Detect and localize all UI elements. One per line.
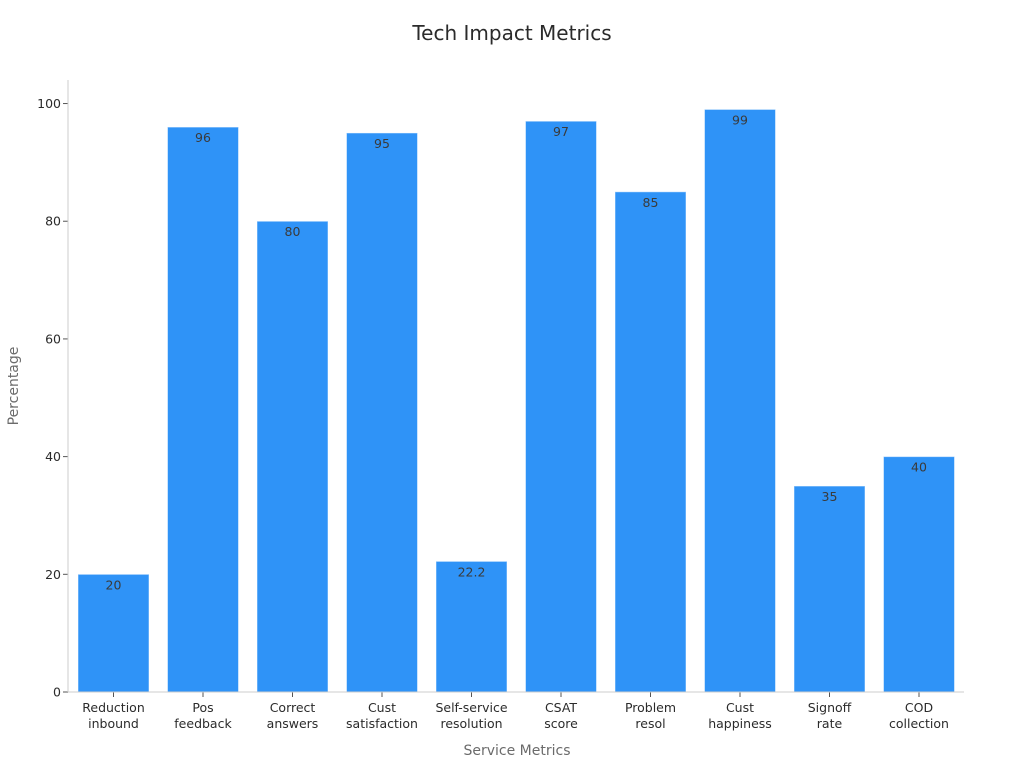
x-tick-label: Reduction	[82, 700, 145, 715]
x-tick-label: inbound	[88, 716, 139, 731]
x-tick-label: happiness	[708, 716, 772, 731]
y-tick-label: 100	[37, 96, 61, 111]
x-tick-label: Signoff	[808, 700, 852, 715]
x-tick-label: Cust	[726, 700, 754, 715]
x-tick-label: answers	[267, 716, 319, 731]
bars-group: 20 96 80 95 22.2 97 85 99 35 40	[77, 108, 955, 693]
bar	[435, 560, 508, 693]
bar-value-label: 22.2	[458, 564, 486, 579]
bar-value-label: 80	[285, 224, 301, 239]
x-tick-label: rate	[817, 716, 843, 731]
chart-title: Tech Impact Metrics	[411, 21, 611, 45]
bar	[525, 120, 597, 693]
bar	[77, 573, 150, 693]
x-tick-label: Cust	[368, 700, 396, 715]
x-tick-label: resolution	[440, 716, 502, 731]
y-axis-ticks: 0 20 40 60 80 100	[37, 96, 68, 700]
bar	[346, 132, 418, 693]
bar-value-label: 35	[822, 489, 838, 504]
bar	[167, 126, 239, 693]
x-tick-label: Problem	[625, 700, 676, 715]
x-tick-label: score	[544, 716, 578, 731]
bar	[256, 220, 329, 693]
x-tick-label: collection	[889, 716, 949, 731]
x-axis-label: Service Metrics	[463, 743, 570, 759]
x-tick-label: Pos	[192, 700, 213, 715]
x-tick-label: CSAT	[545, 700, 577, 715]
y-tick-label: 80	[45, 214, 61, 229]
x-tick-label: feedback	[174, 716, 232, 731]
bar-value-label: 99	[732, 112, 748, 127]
bar-value-label: 95	[374, 136, 390, 151]
y-tick-label: 40	[45, 449, 61, 464]
x-tick-label: Self-service	[435, 700, 507, 715]
y-tick-label: 20	[45, 567, 61, 582]
x-tick-label: COD	[905, 700, 933, 715]
bar	[614, 191, 687, 693]
bar-value-label: 20	[106, 577, 122, 592]
bar	[704, 108, 776, 693]
y-tick-label: 0	[53, 685, 61, 700]
bar	[883, 456, 955, 693]
bar	[793, 485, 866, 693]
bar-value-label: 85	[643, 195, 659, 210]
x-tick-label: Correct	[270, 700, 316, 715]
y-axis-label: Percentage	[6, 347, 22, 426]
bar-value-label: 40	[911, 460, 927, 475]
y-tick-label: 60	[45, 331, 61, 346]
bar-value-label: 96	[195, 130, 211, 145]
x-tick-label: resol	[635, 716, 665, 731]
x-tick-label: satisfaction	[346, 716, 418, 731]
bar-value-label: 97	[553, 124, 569, 139]
